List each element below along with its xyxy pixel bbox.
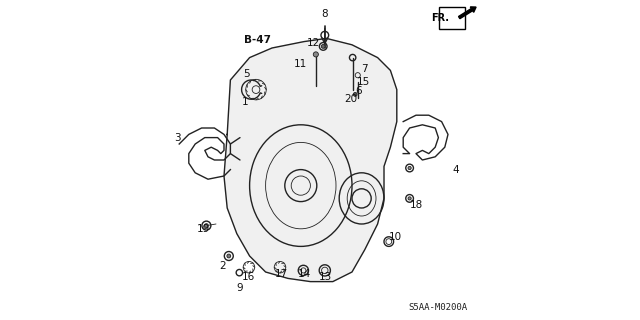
Text: 6: 6 [355, 86, 362, 96]
Text: 14: 14 [298, 268, 310, 279]
Text: 20: 20 [344, 94, 357, 104]
Text: 2: 2 [219, 260, 226, 271]
Circle shape [408, 197, 412, 200]
Circle shape [227, 254, 231, 258]
Text: B-47: B-47 [244, 35, 271, 45]
Text: 18: 18 [410, 200, 422, 210]
Circle shape [353, 92, 357, 96]
Text: 8: 8 [321, 9, 328, 20]
Text: FR.: FR. [431, 12, 449, 23]
Text: 3: 3 [174, 132, 181, 143]
Circle shape [314, 52, 319, 57]
Text: 19: 19 [196, 224, 210, 234]
Text: 7: 7 [362, 64, 368, 74]
Text: 11: 11 [294, 59, 307, 69]
Circle shape [321, 44, 325, 48]
Text: S5AA-M0200A: S5AA-M0200A [409, 303, 468, 312]
Text: 15: 15 [356, 76, 370, 87]
Text: 9: 9 [236, 283, 243, 293]
Text: 10: 10 [388, 232, 402, 242]
Text: 4: 4 [452, 164, 460, 175]
Circle shape [408, 166, 412, 170]
Text: 13: 13 [319, 272, 332, 282]
Text: 12: 12 [307, 38, 319, 48]
Circle shape [205, 224, 209, 228]
Text: 17: 17 [275, 268, 288, 279]
Text: 5: 5 [243, 68, 250, 79]
Polygon shape [224, 38, 397, 282]
Text: 1: 1 [241, 97, 248, 108]
FancyArrow shape [458, 7, 476, 19]
Text: 16: 16 [241, 272, 255, 282]
